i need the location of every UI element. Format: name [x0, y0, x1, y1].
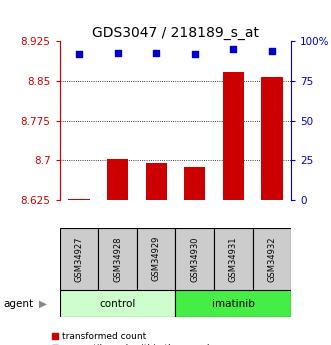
Bar	[107, 159, 128, 200]
Point	[231, 47, 236, 52]
Point	[76, 51, 81, 57]
Text: imatinib: imatinib	[212, 299, 255, 308]
Bar	[184, 167, 205, 200]
Text: ▶: ▶	[39, 299, 47, 308]
Bar	[98, 228, 137, 290]
Bar	[214, 228, 253, 290]
Text: control: control	[99, 299, 136, 308]
Bar	[175, 228, 214, 290]
Bar	[60, 290, 175, 317]
Point	[269, 48, 275, 54]
Bar	[175, 290, 291, 317]
Legend: transformed count, percentile rank within the sample: transformed count, percentile rank withi…	[48, 329, 219, 345]
Bar	[68, 198, 89, 200]
Point	[192, 51, 197, 57]
Bar	[223, 71, 244, 200]
Text: GSM34927: GSM34927	[74, 236, 83, 282]
Point	[115, 50, 120, 55]
Title: GDS3047 / 218189_s_at: GDS3047 / 218189_s_at	[92, 26, 259, 40]
Text: GSM34931: GSM34931	[229, 236, 238, 282]
Text: GSM34932: GSM34932	[267, 236, 276, 282]
Text: GSM34930: GSM34930	[190, 236, 199, 282]
Bar	[146, 163, 167, 200]
Bar	[253, 228, 291, 290]
Bar	[261, 77, 283, 200]
Text: GSM34929: GSM34929	[152, 236, 161, 282]
Point	[154, 50, 159, 55]
Bar	[137, 228, 175, 290]
Text: agent: agent	[3, 299, 33, 308]
Bar	[60, 228, 98, 290]
Text: GSM34928: GSM34928	[113, 236, 122, 282]
